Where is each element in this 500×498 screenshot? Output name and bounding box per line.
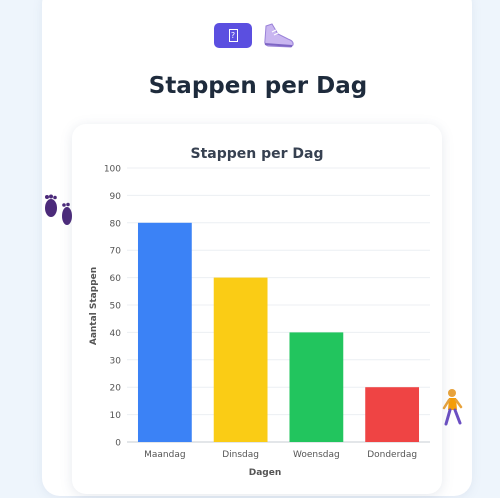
footprints-icon [45,194,72,225]
y-tick-label: 50 [110,302,122,312]
y-tick-label: 70 [110,247,122,257]
y-tick-label: 20 [110,384,122,394]
sneaker-icon [264,23,294,48]
bar-dinsdag[interactable] [213,277,268,442]
y-tick-label: 90 [110,192,122,202]
x-tick-label: Woensdag [293,450,340,460]
bars [137,222,420,442]
bar-donderdag[interactable] [365,387,420,442]
top-icons: ? [214,20,296,50]
y-tick-label: 60 [110,274,122,284]
y-tick-label: 10 [110,411,122,421]
y-tick-label: 40 [110,329,122,339]
chart-title: Stappen per Dag [191,146,324,162]
bar-woensdag[interactable] [289,332,344,442]
page-title: Stappen per Dag [148,73,368,99]
y-tick-label: 0 [115,439,121,449]
bar-maandag[interactable] [137,222,192,442]
badge-glyph: ? [228,28,238,42]
x-tick-labels: Maandag Dinsdag Woensdag Donderdag [144,450,417,460]
x-axis-label: Dagen [249,468,282,478]
y-axis-label: Aantal Stappen [89,267,99,345]
x-tick-label: Dinsdag [222,450,259,460]
y-tick-labels: 0 10 20 30 40 50 60 70 80 90 100 [104,165,121,449]
x-tick-label: Donderdag [367,450,417,460]
y-tick-label: 100 [104,165,121,175]
app-badge-icon: ? [214,22,252,48]
chart-card: 0 10 20 30 40 50 60 70 80 90 100 Maandag Dinsdag Woe… [72,124,442,494]
y-tick-label: 80 [110,219,122,229]
x-tick-label: Maandag [144,450,185,460]
walking-person-icon [442,389,463,426]
bar-chart: 0 10 20 30 40 50 60 70 80 90 100 Maandag Dinsdag Woe… [89,146,430,478]
y-tick-label: 30 [110,356,122,366]
